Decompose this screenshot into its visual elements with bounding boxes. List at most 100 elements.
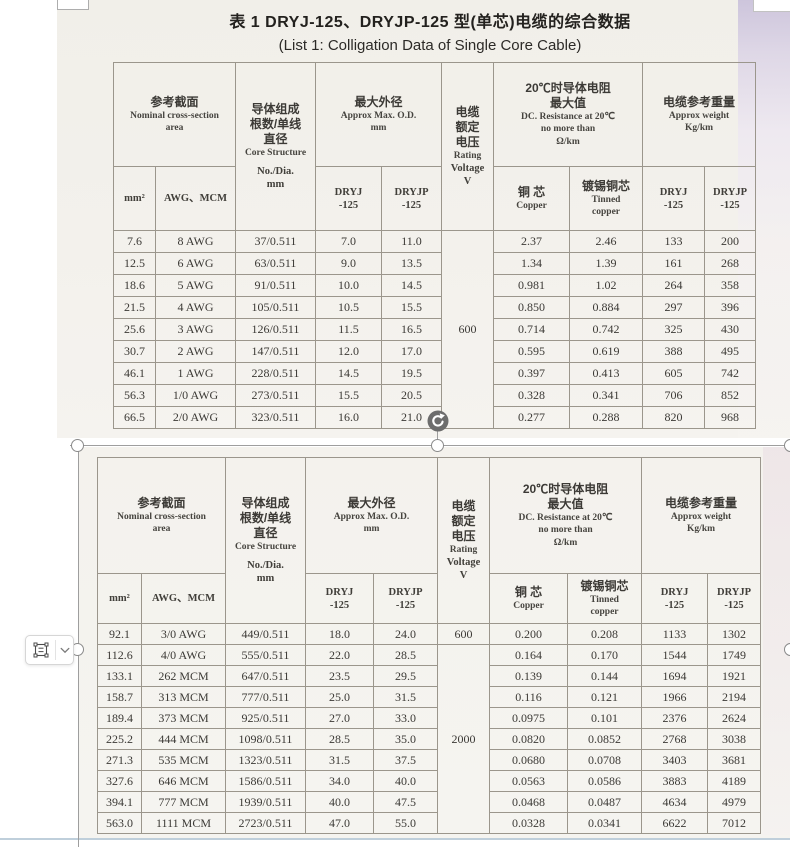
table-cell: 20.5 xyxy=(380,384,443,407)
table-cell: 495 xyxy=(704,340,757,363)
table-cell: 47.5 xyxy=(372,791,439,813)
table-cell: 47.0 xyxy=(305,812,374,834)
table-cell: 0.0341 xyxy=(567,812,643,834)
rotate-handle-button[interactable] xyxy=(427,410,449,432)
clipped-box-top-right xyxy=(753,0,790,12)
table-cell: 262 MCM xyxy=(141,665,226,687)
label: DRYJ xyxy=(334,186,363,198)
table-row: 30.7 2 AWG 147/0.511 12.0 17.0 0.595 0.619 388 4… xyxy=(113,340,757,363)
selection-handle-top-right[interactable] xyxy=(784,439,790,452)
table-cell: 396 xyxy=(704,296,757,319)
table-cell: 11.0 xyxy=(380,230,443,253)
table-cell: 147/0.511 xyxy=(235,340,316,363)
table-cell: 0.0563 xyxy=(489,770,569,792)
table-cell: 10.5 xyxy=(315,296,382,319)
header-nominal-area: 参考截面 Nominal cross-section area xyxy=(113,62,236,167)
label: Copper xyxy=(516,200,547,211)
table-cell: 0.208 xyxy=(567,623,643,645)
table-cell: 852 xyxy=(704,384,757,407)
table-cell: 161 xyxy=(642,252,706,275)
table1-title-cn: 表 1 DRYJ-125、DRYJP-125 型(单芯)电缆的综合数据 xyxy=(229,14,631,31)
toolbar-dropdown-button[interactable] xyxy=(56,636,73,664)
label: -125 xyxy=(329,599,350,611)
header-awg-mcm: AWG、MCM xyxy=(155,166,236,231)
select-element-button[interactable] xyxy=(26,636,55,664)
label: DRYJ xyxy=(660,586,689,598)
table-cell: 2376 xyxy=(641,707,709,729)
label: Approx Max. O.D. xyxy=(333,511,410,522)
table-cell: 0.0586 xyxy=(567,770,643,792)
table-cell: 1323/0.511 xyxy=(225,749,306,771)
label: 导体组成 xyxy=(241,495,290,510)
table-cell: 647/0.511 xyxy=(225,665,306,687)
table-row: 56.3 1/0 AWG 273/0.511 15.5 20.5 0.328 0.341 70… xyxy=(113,384,757,407)
label: Kg/km xyxy=(687,524,716,534)
table-cell: 2.46 xyxy=(569,230,644,253)
header-awg-mcm: AWG、MCM xyxy=(141,573,226,624)
label: 镀锡铜芯 xyxy=(582,178,631,193)
label: -125 xyxy=(401,199,422,211)
label: 最大值 xyxy=(550,95,587,110)
table-cell: 4/0 AWG xyxy=(141,644,226,666)
table-cell: 112.6 xyxy=(97,644,142,666)
label: 直径 xyxy=(253,525,278,540)
table-cell: 264 xyxy=(642,274,706,297)
table-cell: 0.277 xyxy=(493,406,571,429)
table-row: 327.6 646 MCM 1586/0.511 34.0 40.0 0.0563 0.05… xyxy=(97,770,762,792)
table-cell: 1098/0.511 xyxy=(225,728,306,750)
table-cell: 133.1 xyxy=(97,665,142,687)
label: 导体组成 xyxy=(251,101,300,116)
label: DRYJP xyxy=(717,586,752,598)
selection-handle-top-center[interactable] xyxy=(431,439,444,452)
label: DC. Resistance at 20℃ xyxy=(518,512,613,523)
table-cell: 1694 xyxy=(641,665,709,687)
label: No./Dia. xyxy=(247,560,284,572)
table-row: 7.6 8 AWG 37/0.511 7.0 11.0 600 2.37 2.46 133 200 xyxy=(113,230,757,429)
table-cell: 7.0 xyxy=(315,230,382,253)
table-cell: 706 xyxy=(642,384,706,407)
table-cell: 0.164 xyxy=(489,644,569,666)
table-cell: 323/0.511 xyxy=(235,406,316,429)
label: copper xyxy=(590,607,619,617)
label: 电缆 xyxy=(451,498,476,513)
table-cell: 12.5 xyxy=(113,252,156,275)
table-row: 92.1 3/0 AWG 449/0.511 18.0 24.0 600 0.200 0.20… xyxy=(97,623,762,645)
table-cell: 66.5 xyxy=(113,406,156,429)
table-row: 133.1 262 MCM 647/0.511 23.5 29.5 0.139 0.144 1… xyxy=(97,665,762,687)
label: 最大外径 xyxy=(354,94,403,109)
table-cell: 92.1 xyxy=(97,623,142,645)
table-cell: 0.121 xyxy=(567,686,643,708)
table-cell: 133 xyxy=(642,230,706,253)
table-cell: 0.413 xyxy=(569,362,644,385)
table-cell: 0.0820 xyxy=(489,728,569,750)
table-cell: 9.0 xyxy=(315,252,382,275)
header-max-od: 最大外径 Approx Max. O.D. mm xyxy=(304,457,439,574)
table-cell: 63/0.511 xyxy=(235,252,316,275)
table-cell: 4189 xyxy=(707,770,762,792)
table-cell: 37.5 xyxy=(372,749,439,771)
table-cell: 449/0.511 xyxy=(225,623,306,645)
header-voltage: 电缆 额定 电压 Rating Voltage V xyxy=(441,62,495,231)
table-cell: 0.742 xyxy=(569,318,644,341)
label: 参考截面 xyxy=(137,495,186,510)
label: 最大值 xyxy=(547,496,584,511)
table-cell: 777 MCM xyxy=(141,791,226,813)
table-row: 18.6 5 AWG 91/0.511 10.0 14.5 0.981 1.02 264 358 xyxy=(113,274,757,297)
label: mm xyxy=(266,179,285,191)
label: V xyxy=(463,176,472,188)
table-cell: 0.397 xyxy=(493,362,571,385)
table-cell: 25.0 xyxy=(305,686,374,708)
label: Tinned xyxy=(591,194,621,205)
table-cell: 15.5 xyxy=(380,296,443,319)
bottom-edge-rule xyxy=(0,838,790,840)
selection-handle-top-left[interactable] xyxy=(71,439,84,452)
selection-handle-mid-right[interactable] xyxy=(784,643,790,656)
table-row: 225.2 444 MCM 1098/0.511 28.5 35.0 0.0820 0.08… xyxy=(97,728,762,750)
table-cell: 18.6 xyxy=(113,274,156,297)
table-row: 25.6 3 AWG 126/0.511 11.5 16.5 0.714 0.742 325 4… xyxy=(113,318,757,341)
table-cell: 4 AWG xyxy=(155,296,236,319)
table-cell: 555/0.511 xyxy=(225,644,306,666)
label: Rating xyxy=(453,150,482,161)
label: No./Dia. xyxy=(257,166,294,178)
table-cell: 297 xyxy=(642,296,706,319)
